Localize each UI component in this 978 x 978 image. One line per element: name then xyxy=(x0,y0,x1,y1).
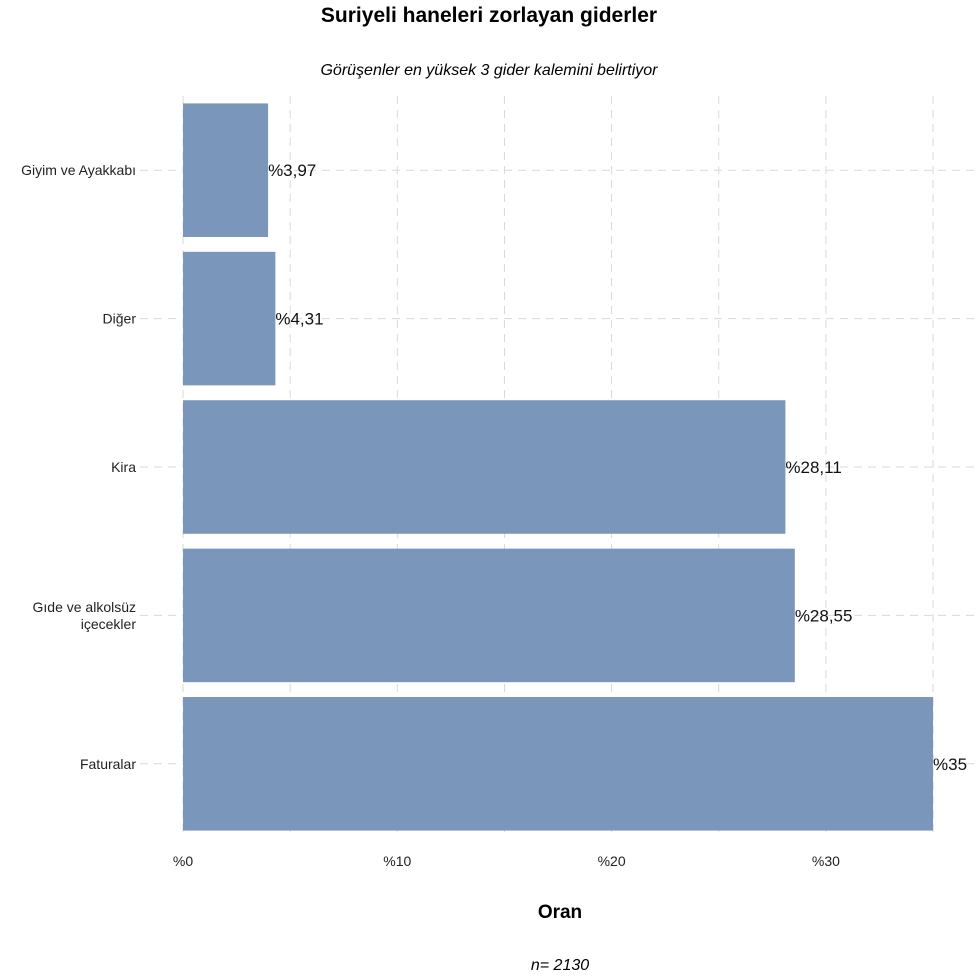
data-label: %35 xyxy=(933,755,967,774)
data-label: %3,97 xyxy=(268,161,316,180)
bar xyxy=(183,251,276,386)
y-tick-label: Giyim ve Ayakkabı xyxy=(21,162,136,178)
y-tick-label: Gıde ve alkolsüz içecekler xyxy=(33,599,137,632)
x-tick-label: %0 xyxy=(173,853,193,869)
bar xyxy=(183,697,934,831)
sample-size-caption: n= 2130 xyxy=(530,957,590,974)
y-tick-label: Faturalar xyxy=(80,756,136,772)
x-tick-label: %20 xyxy=(598,853,626,869)
bar xyxy=(183,548,795,683)
y-tick-label: Diğer xyxy=(103,311,137,327)
y-axis-tick-labels: Giyim ve Ayakkabı Diğer Kira Gıde ve alkols… xyxy=(21,162,136,772)
data-label: %28,11 xyxy=(785,458,841,477)
bars xyxy=(183,103,934,831)
bar xyxy=(183,400,786,534)
bar xyxy=(183,103,269,237)
y-tick-label: Kira xyxy=(111,459,136,475)
chart-subtitle: Görüşenler en yüksek 3 gider kalemini be… xyxy=(320,62,658,79)
x-tick-label: %30 xyxy=(812,853,840,869)
data-labels: %3,97 %4,31 %28,11 %28,55 %35 xyxy=(268,161,967,774)
x-axis-tick-labels: %0 %10 %20 %30 xyxy=(173,853,840,869)
x-axis-title: Oran xyxy=(537,902,583,923)
data-label: %28,55 xyxy=(795,606,853,625)
data-label: %4,31 xyxy=(275,310,323,329)
chart-title: Suriyeli haneleri zorlayan giderler xyxy=(320,4,658,27)
x-tick-label: %10 xyxy=(383,853,411,869)
